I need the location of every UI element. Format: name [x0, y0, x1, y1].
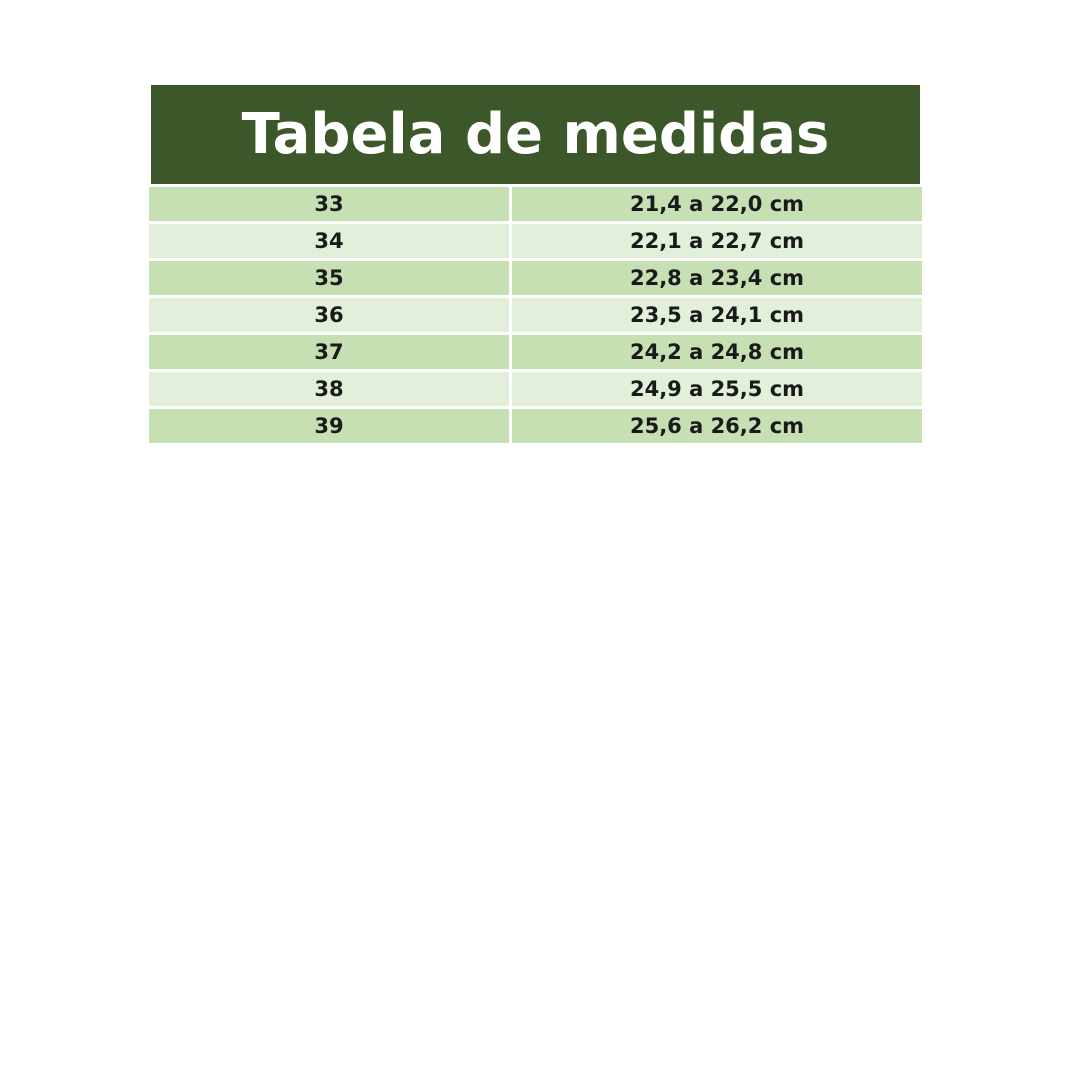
table-row: 34 22,1 a 22,7 cm: [149, 224, 922, 258]
size-cell: 34: [149, 224, 509, 258]
measurement-cell: 24,2 a 24,8 cm: [512, 335, 922, 369]
size-cell: 37: [149, 335, 509, 369]
table-row: 39 25,6 a 26,2 cm: [149, 409, 922, 443]
table-row: 38 24,9 a 25,5 cm: [149, 372, 922, 406]
size-cell: 38: [149, 372, 509, 406]
table-row: 33 21,4 a 22,0 cm: [149, 187, 922, 221]
size-cell: 36: [149, 298, 509, 332]
size-table: 33 21,4 a 22,0 cm 34 22,1 a 22,7 cm 35 22,8 a…: [149, 187, 922, 446]
size-cell: 33: [149, 187, 509, 221]
table-title: Tabela de medidas: [151, 85, 920, 184]
table-row: 37 24,2 a 24,8 cm: [149, 335, 922, 369]
size-cell: 39: [149, 409, 509, 443]
table-row: 35 22,8 a 23,4 cm: [149, 261, 922, 295]
measurement-cell: 22,1 a 22,7 cm: [512, 224, 922, 258]
measurement-cell: 22,8 a 23,4 cm: [512, 261, 922, 295]
measurement-cell: 25,6 a 26,2 cm: [512, 409, 922, 443]
measurement-cell: 23,5 a 24,1 cm: [512, 298, 922, 332]
size-cell: 35: [149, 261, 509, 295]
measurement-cell: 21,4 a 22,0 cm: [512, 187, 922, 221]
table-row: 36 23,5 a 24,1 cm: [149, 298, 922, 332]
measurement-cell: 24,9 a 25,5 cm: [512, 372, 922, 406]
